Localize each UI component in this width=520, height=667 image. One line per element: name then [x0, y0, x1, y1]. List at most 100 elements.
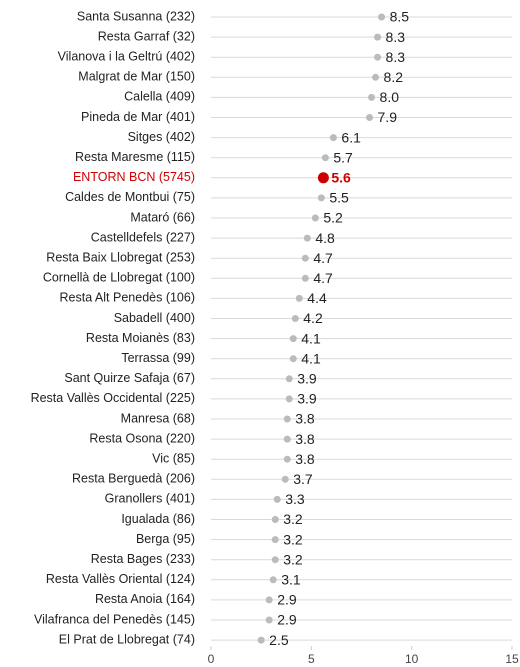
category-label: Igualada (86)	[121, 512, 195, 526]
value-label: 3.8	[295, 431, 315, 447]
dot	[372, 73, 380, 81]
dot	[291, 315, 299, 322]
category-label: Malgrat de Mar (150)	[78, 70, 195, 84]
value-label: 3.8	[295, 411, 315, 427]
value-label: 6.1	[341, 129, 361, 145]
dot	[295, 294, 303, 302]
category-label: Vic (85)	[152, 451, 195, 465]
category-label: Caldes de Montbui (75)	[65, 190, 195, 204]
dot	[329, 134, 337, 142]
value-label: 7.9	[378, 109, 398, 125]
value-label: 4.1	[301, 330, 321, 346]
dot	[368, 93, 376, 101]
value-label: 2.9	[277, 592, 297, 608]
value-label: 5.2	[323, 210, 343, 226]
value-label: 4.8	[315, 230, 335, 246]
value-label: 8.5	[390, 9, 410, 25]
value-label: 2.9	[277, 612, 297, 628]
category-label: Pineda de Mar (401)	[81, 110, 195, 124]
category-label: Mataró (66)	[130, 210, 195, 224]
value-label: 4.1	[301, 350, 321, 366]
dot	[374, 53, 382, 61]
category-label: Resta Vallès Oriental (124)	[46, 572, 195, 586]
category-label: Berga (95)	[136, 532, 195, 546]
category-label: Sant Quirze Safaja (67)	[64, 371, 195, 385]
category-label: Vilanova i la Geltrú (402)	[58, 49, 195, 63]
value-label: 3.9	[297, 391, 317, 407]
dot	[285, 395, 293, 403]
category-label: Vilafranca del Penedès (145)	[34, 612, 195, 626]
dot	[273, 495, 281, 503]
value-label: 3.1	[281, 572, 301, 588]
dot	[321, 154, 329, 162]
dot	[378, 13, 386, 21]
value-label: 4.7	[313, 270, 333, 286]
dot	[301, 274, 309, 282]
value-label: 8.3	[386, 29, 406, 45]
category-label: Resta Maresme (115)	[75, 150, 195, 164]
category-label: Terrassa (99)	[121, 351, 195, 365]
category-label: Cornellà de Llobregat (100)	[43, 271, 195, 285]
category-label: El Prat de Llobregat (74)	[59, 632, 195, 646]
category-label: Resta Moianès (83)	[86, 331, 195, 345]
value-label: 5.5	[329, 190, 349, 206]
dot	[283, 455, 291, 463]
dot	[271, 516, 279, 523]
category-label: Calella (409)	[124, 90, 195, 104]
value-label: 4.4	[307, 290, 327, 306]
dot	[283, 435, 291, 443]
value-label: 8.2	[384, 69, 404, 85]
dot	[317, 172, 329, 184]
category-label: Resta Vallès Occidental (225)	[31, 391, 195, 405]
category-label: Manresa (68)	[121, 411, 195, 425]
category-label: Granollers (401)	[105, 492, 195, 506]
dot	[303, 234, 311, 242]
category-label: Resta Bages (233)	[91, 552, 195, 566]
dot	[289, 335, 297, 343]
category-label: ENTORN BCN (5745)	[73, 170, 195, 184]
dot	[285, 375, 293, 383]
value-label: 3.7	[293, 471, 313, 487]
dot	[317, 194, 325, 202]
dot	[289, 355, 297, 363]
dot	[269, 576, 277, 584]
value-label: 8.0	[380, 89, 400, 105]
value-label: 3.8	[295, 451, 315, 467]
value-label: 3.9	[297, 371, 317, 387]
category-label: Resta Baix Llobregat (253)	[46, 250, 195, 264]
value-label: 3.2	[283, 531, 303, 547]
value-label: 4.2	[303, 310, 323, 326]
dot	[271, 536, 279, 544]
x-tick-label: 15	[505, 652, 519, 666]
dot	[257, 636, 265, 644]
category-label: Sabadell (400)	[114, 311, 195, 325]
dot	[311, 214, 319, 222]
x-tick-label: 10	[405, 652, 419, 666]
value-label: 4.7	[313, 250, 333, 266]
dot	[374, 33, 382, 41]
category-label: Sitges (402)	[128, 130, 195, 144]
value-label: 2.5	[269, 632, 289, 648]
category-label: Resta Garraf (32)	[98, 29, 195, 43]
value-label: 3.2	[283, 551, 303, 567]
x-tick-label: 5	[308, 652, 315, 666]
dot	[265, 596, 273, 604]
value-label: 8.3	[386, 49, 406, 65]
dot	[301, 254, 309, 262]
dot	[366, 114, 374, 121]
value-label: 5.6	[331, 170, 351, 186]
x-tick-label: 0	[208, 652, 215, 666]
dot	[271, 556, 279, 564]
dot	[283, 415, 291, 423]
category-label: Santa Susanna (232)	[77, 9, 195, 23]
category-label: Resta Berguedà (206)	[72, 472, 195, 486]
category-label: Castelldefels (227)	[91, 230, 195, 244]
category-label: Resta Anoia (164)	[95, 592, 195, 606]
category-label: Resta Osona (220)	[89, 431, 195, 445]
dot	[265, 616, 273, 624]
category-label: Resta Alt Penedès (106)	[60, 291, 196, 305]
value-label: 3.2	[283, 511, 303, 527]
value-label: 5.7	[333, 149, 353, 165]
dot	[281, 475, 289, 483]
